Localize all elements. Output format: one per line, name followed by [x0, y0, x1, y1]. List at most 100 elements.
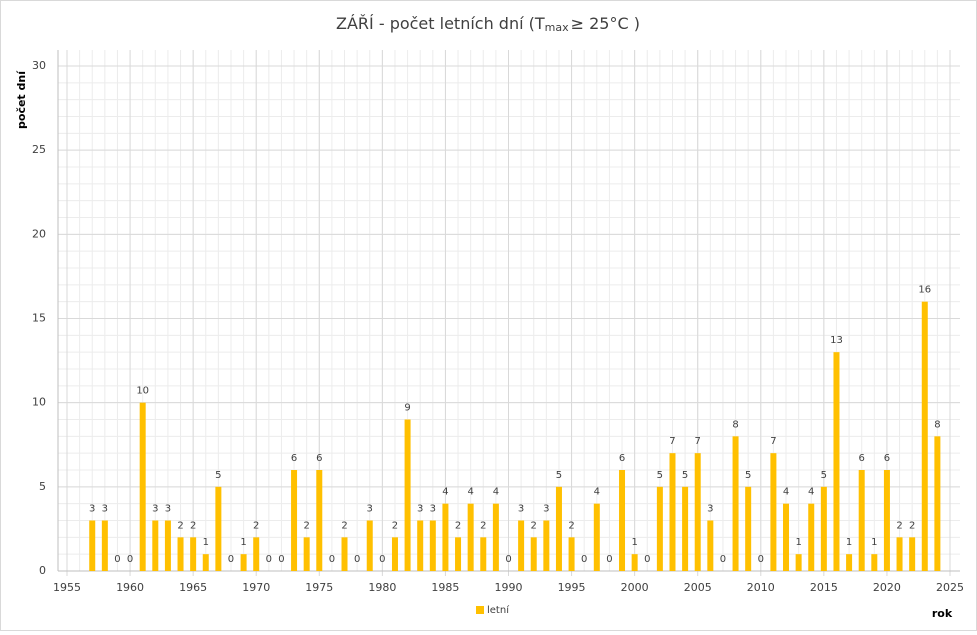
bar: [152, 520, 159, 571]
data-label: 13: [830, 335, 843, 346]
data-label: 3: [430, 504, 436, 515]
data-label: 3: [102, 504, 108, 515]
bar: [631, 554, 638, 571]
data-label: 5: [821, 470, 827, 481]
bar: [568, 537, 575, 571]
data-label: 7: [770, 436, 776, 447]
data-label: 9: [404, 403, 410, 414]
bar: [316, 470, 323, 571]
data-label: 16: [918, 285, 931, 296]
bar: [442, 503, 449, 571]
x-tick-label: 1975: [305, 581, 333, 594]
bar: [391, 537, 398, 571]
data-label: 0: [720, 554, 726, 565]
data-label: 4: [467, 487, 473, 498]
data-label: 5: [682, 470, 688, 481]
bar: [492, 503, 499, 571]
bar: [404, 419, 411, 571]
data-label: 3: [165, 504, 171, 515]
x-tick-label: 1965: [179, 581, 207, 594]
x-tick-label: 1980: [368, 581, 396, 594]
x-tick-label: 1960: [116, 581, 144, 594]
data-label: 5: [215, 470, 221, 481]
bar: [303, 537, 310, 571]
data-label: 0: [127, 554, 133, 565]
x-tick-label: 2000: [621, 581, 649, 594]
bar: [202, 554, 209, 571]
bar: [530, 537, 537, 571]
data-label: 7: [669, 436, 675, 447]
bar: [871, 554, 878, 571]
bar: [770, 453, 777, 571]
bar: [656, 486, 663, 571]
y-tick-label: 15: [32, 312, 46, 325]
data-label: 1: [631, 537, 637, 548]
bar: [669, 453, 676, 571]
data-label: 2: [253, 520, 259, 531]
bar: [593, 503, 600, 571]
bar: [101, 520, 108, 571]
title-sub: max: [545, 21, 569, 34]
data-label: 0: [354, 554, 360, 565]
data-label: 2: [455, 520, 461, 531]
data-label: 0: [278, 554, 284, 565]
data-label: 1: [795, 537, 801, 548]
bar: [190, 537, 197, 571]
bar: [783, 503, 790, 571]
data-label: 6: [291, 453, 297, 464]
bar: [467, 503, 474, 571]
bar: [846, 554, 853, 571]
bar: [934, 436, 941, 571]
data-label: 2: [341, 520, 347, 531]
data-label: 1: [846, 537, 852, 548]
x-tick-label: 2025: [936, 581, 964, 594]
data-label: 3: [518, 504, 524, 515]
data-label: 8: [934, 419, 940, 430]
data-label: 4: [442, 487, 448, 498]
data-label: 0: [114, 554, 120, 565]
data-label: 4: [783, 487, 789, 498]
data-label: 5: [657, 470, 663, 481]
data-label: 6: [316, 453, 322, 464]
data-label: 3: [417, 504, 423, 515]
bar: [795, 554, 802, 571]
x-tick-label: 1990: [495, 581, 523, 594]
data-label: 5: [745, 470, 751, 481]
bar: [921, 301, 928, 571]
chart-title: ZÁŘÍ - počet letních dní (Tmax ≥ 25°C ): [336, 14, 640, 35]
data-label: 2: [896, 520, 902, 531]
bar: [366, 520, 373, 571]
data-label: 2: [531, 520, 537, 531]
bar: [215, 486, 222, 571]
bar: [808, 503, 815, 571]
data-label: 6: [619, 453, 625, 464]
y-tick-label: 0: [39, 564, 46, 577]
bar: [707, 520, 714, 571]
bar: [745, 486, 752, 571]
data-label: 0: [266, 554, 272, 565]
data-label: 0: [758, 554, 764, 565]
data-label: 10: [136, 386, 149, 397]
legend-label: letní: [487, 604, 510, 616]
bar: [177, 537, 184, 571]
data-label: 2: [909, 520, 915, 531]
y-axis-label: počet dní: [15, 70, 28, 129]
data-label: 3: [89, 504, 95, 515]
data-label: 0: [379, 554, 385, 565]
bar: [139, 402, 146, 571]
title-main: ZÁŘÍ - počet letních dní (T: [336, 14, 545, 33]
bar: [518, 520, 525, 571]
data-label: 3: [543, 504, 549, 515]
data-label: 2: [177, 520, 183, 531]
title-end: ≥ 25°C ): [571, 14, 640, 33]
bar: [417, 520, 424, 571]
bar: [682, 486, 689, 571]
data-label: 0: [644, 554, 650, 565]
bar: [240, 554, 247, 571]
bar: [732, 436, 739, 571]
bar: [164, 520, 171, 571]
bar: [694, 453, 701, 571]
data-label: 3: [707, 504, 713, 515]
data-label: 6: [884, 453, 890, 464]
